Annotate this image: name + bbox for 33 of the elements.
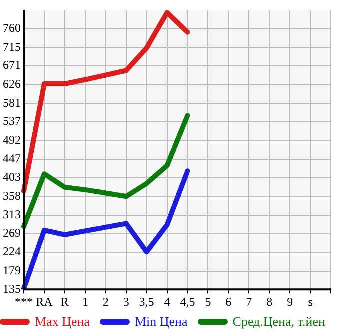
x-tick-label: 9 — [287, 294, 294, 309]
x-tick-label: 3,5 — [139, 294, 154, 309]
x-tick-label: 3 — [123, 294, 130, 309]
y-tick-label: 135 — [3, 282, 21, 296]
y-tick-label: 313 — [3, 208, 21, 222]
y-tick-label: 447 — [3, 152, 21, 166]
x-tick-label: 7 — [246, 294, 252, 309]
x-tick-label: R — [60, 294, 69, 309]
legend-label: Сред.Цена, т.йен — [232, 314, 326, 330]
y-tick-label: 224 — [3, 244, 21, 259]
x-tick-label: s — [308, 294, 314, 309]
y-tick-label: 537 — [3, 114, 21, 128]
x-tick-label: 6 — [226, 294, 232, 309]
x-tick-label: RA — [36, 294, 54, 309]
x-tick-label: 2 — [102, 294, 109, 309]
y-tick-label: 358 — [3, 188, 21, 203]
x-tick-label: 5 — [205, 294, 212, 309]
y-tick-label: 581 — [3, 96, 21, 110]
y-tick-label: 626 — [3, 77, 21, 91]
x-tick-label: 1 — [82, 294, 88, 309]
x-tick-label: 8 — [266, 294, 273, 309]
x-tick-label: *** — [15, 294, 33, 309]
y-tick-label: 715 — [3, 40, 21, 54]
y-tick-label: 269 — [3, 226, 21, 240]
legend-label: Min Цена — [134, 314, 188, 330]
y-tick-label: 760 — [3, 21, 21, 36]
legend-label: Max Цена — [35, 314, 90, 330]
x-tick-label: 4,5 — [180, 294, 196, 309]
y-tick-label: 403 — [3, 170, 21, 184]
y-tick-label: 671 — [3, 58, 21, 72]
y-tick-label: 179 — [3, 263, 21, 278]
y-tick-label: 492 — [3, 132, 21, 147]
x-tick-label: 4 — [164, 294, 170, 309]
